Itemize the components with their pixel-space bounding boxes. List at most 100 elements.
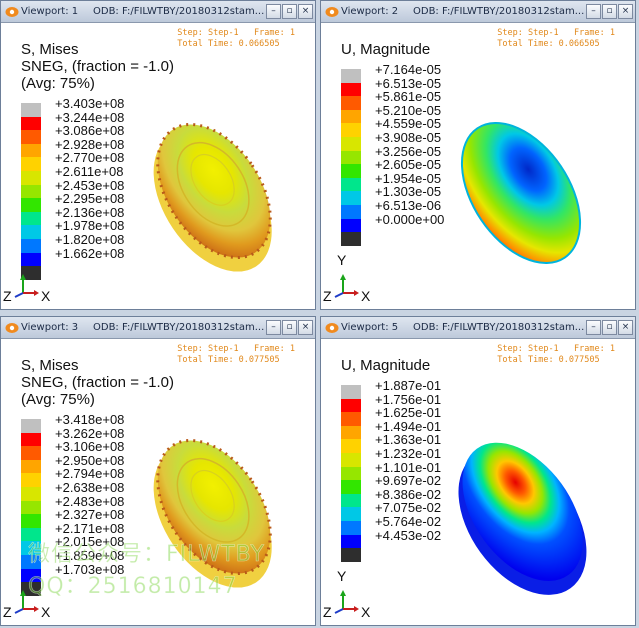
legend-swatch: [21, 170, 41, 185]
fe-model-displacement: [460, 121, 582, 265]
legend-value: +1.859e+08: [55, 547, 125, 563]
step-info: Step: Step-1 Frame: 1 Total Time: 0.0665…: [497, 28, 615, 50]
legend-swatch: [341, 385, 361, 399]
legend-swatch: [341, 466, 361, 481]
legend-value: +2.136e+08: [55, 204, 125, 220]
viewport-1[interactable]: Viewport: 1 ODB: F:/FILWTBY/20180312stam…: [0, 0, 316, 310]
fe-model-mises: [153, 122, 272, 272]
viewport-name: Viewport: 2: [341, 6, 399, 17]
triad-z-label: Z: [3, 604, 12, 620]
legend-swatch: [21, 446, 41, 460]
legend-value: +3.262e+08: [55, 425, 125, 441]
legend-value: +1.978e+08: [55, 218, 125, 234]
viewport-eye-icon: [325, 323, 339, 333]
viewport-eye-icon: [325, 7, 339, 17]
legend-value: +3.403e+08: [55, 96, 125, 111]
minimize-button[interactable]: –: [266, 320, 281, 335]
legend-value: +8.386e-02: [375, 486, 442, 502]
close-button[interactable]: ×: [618, 320, 633, 335]
legend-swatch: [341, 534, 361, 549]
legend-swatch: [341, 123, 361, 137]
minimize-button[interactable]: –: [586, 320, 601, 335]
close-button[interactable]: ×: [298, 320, 313, 335]
triad-y-label: Y: [337, 252, 347, 268]
legend-title-line: (Avg: 75%): [21, 75, 95, 92]
legend-swatch: [341, 218, 361, 233]
legend-swatch: [341, 507, 361, 521]
legend-value: +1.303e-05: [375, 184, 442, 200]
restore-button[interactable]: ▫: [282, 320, 297, 335]
legend-value: +7.164e-05: [375, 62, 442, 77]
legend-swatch: [21, 238, 41, 253]
legend-value: +1.703e+08: [55, 561, 125, 577]
triad-x-label: X: [361, 604, 371, 620]
legend-value: +6.513e-06: [375, 197, 442, 213]
legend-value: +1.820e+08: [55, 231, 125, 247]
legend-swatch: [341, 177, 361, 192]
legend-swatch: [21, 225, 41, 239]
restore-button[interactable]: ▫: [602, 4, 617, 19]
legend-value: +3.908e-05: [375, 129, 442, 145]
legend-swatch: [341, 204, 361, 219]
restore-button[interactable]: ▫: [282, 4, 297, 19]
legend-value: +3.418e+08: [55, 412, 125, 427]
viewport-3[interactable]: Viewport: 3 ODB: F:/FILWTBY/20180312stam…: [0, 316, 316, 626]
legend-value: +3.106e+08: [55, 439, 125, 455]
frame-label: Frame: 1: [574, 28, 615, 38]
legend-swatch: [21, 541, 41, 555]
viewport-odb-path: ODB: F:/FILWTBY/20180312stam...: [93, 6, 265, 17]
close-button[interactable]: ×: [298, 4, 313, 19]
minimize-button[interactable]: –: [266, 4, 281, 19]
restore-button[interactable]: ▫: [602, 320, 617, 335]
legend-swatch: [21, 184, 41, 199]
legend-swatch: [21, 130, 41, 144]
legend-swatch: [341, 480, 361, 494]
legend-value: +2.295e+08: [55, 191, 125, 207]
viewport-name: Viewport: 5: [341, 322, 399, 333]
legend-swatch: [21, 103, 41, 117]
total-time-label: Total Time: 0.077505: [177, 355, 280, 365]
legend-swatch: [341, 82, 361, 97]
step-label: Step: Step-1: [497, 28, 559, 38]
legend-value: +6.513e-05: [375, 75, 442, 91]
legend-title-line: U, Magnitude: [341, 41, 431, 58]
legend-value: +3.244e+08: [55, 109, 125, 125]
viewport-titlebar[interactable]: Viewport: 5 ODB: F:/FILWTBY/20180312stam…: [321, 317, 635, 339]
legend-swatch: [341, 191, 361, 205]
viewport-titlebar[interactable]: Viewport: 1 ODB: F:/FILWTBY/20180312stam…: [1, 1, 315, 23]
viewport-titlebar[interactable]: Viewport: 3 ODB: F:/FILWTBY/20180312stam…: [1, 317, 315, 339]
minimize-button[interactable]: –: [586, 4, 601, 19]
legend-title-line: SNEG, (fraction = -1.0): [21, 58, 174, 75]
axis-triad: Z X: [3, 590, 51, 620]
axis-triad: Y Z X: [323, 252, 371, 304]
viewport-odb-path: ODB: F:/FILWTBY/20180312stam...: [413, 322, 585, 333]
legend-title: U, Magnitude: [341, 357, 430, 374]
legend-value: +2.928e+08: [55, 136, 125, 152]
close-button[interactable]: ×: [618, 4, 633, 19]
triad-z-label: Z: [323, 288, 332, 304]
legend-swatch: [21, 568, 41, 583]
legend-swatch: [21, 116, 41, 131]
triad-x-label: X: [41, 288, 51, 304]
legend-value: +2.327e+08: [55, 507, 125, 523]
viewport-2[interactable]: Viewport: 2 ODB: F:/FILWTBY/20180312stam…: [320, 0, 636, 310]
legend-value: +1.101e-01: [375, 459, 442, 475]
legend-value: +2.794e+08: [55, 466, 125, 482]
viewport-eye-icon: [5, 323, 19, 333]
fe-model-mises: [153, 438, 272, 588]
viewport-titlebar[interactable]: Viewport: 2 ODB: F:/FILWTBY/20180312stam…: [321, 1, 635, 23]
legend-value: +1.954e-05: [375, 170, 442, 186]
legend-swatch: [341, 398, 361, 413]
triad-x-label: X: [41, 604, 51, 620]
legend-swatch: [341, 548, 361, 562]
legend-swatch: [341, 109, 361, 124]
fe-model-displacement: [458, 442, 587, 595]
viewport-5[interactable]: Viewport: 5 ODB: F:/FILWTBY/20180312stam…: [320, 316, 636, 626]
legend-swatch: [21, 486, 41, 501]
legend-swatch: [341, 439, 361, 453]
legend-swatch: [21, 432, 41, 447]
legend-value: +2.605e-05: [375, 157, 442, 173]
legend-value: +1.494e-01: [375, 418, 442, 434]
legend-value: +4.559e-05: [375, 116, 442, 132]
legend-value: +3.256e-05: [375, 143, 442, 159]
